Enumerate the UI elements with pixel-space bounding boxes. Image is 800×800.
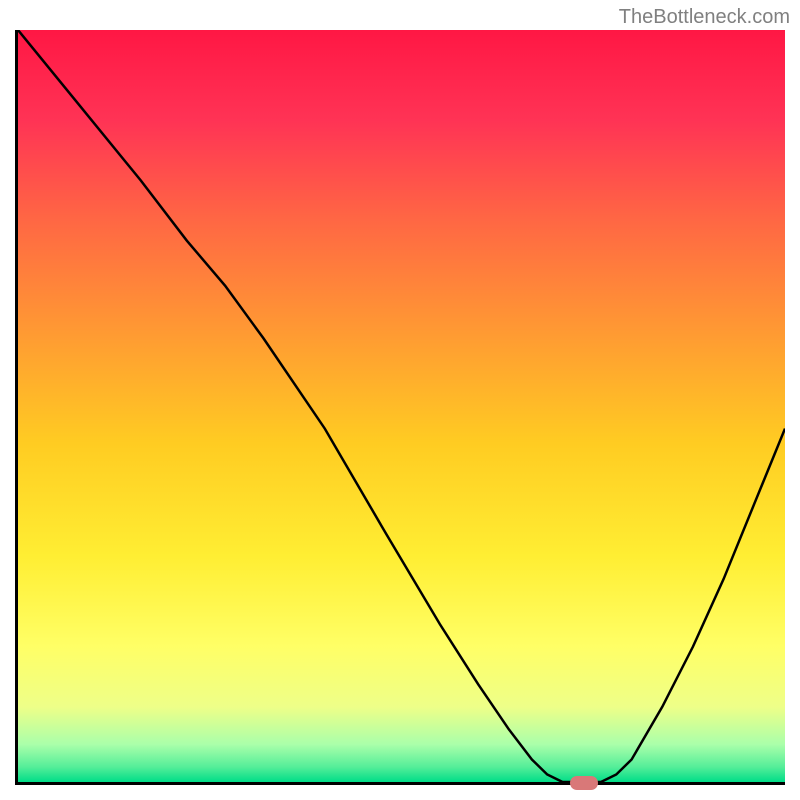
watermark-text: TheBottleneck.com xyxy=(619,6,790,29)
optimal-point-marker xyxy=(570,776,598,790)
bottleneck-curve xyxy=(18,30,785,782)
chart-container xyxy=(15,30,785,785)
